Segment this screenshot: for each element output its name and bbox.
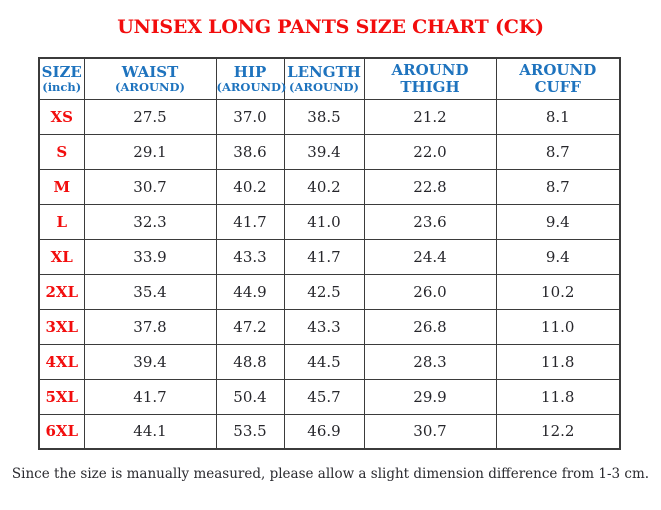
size-cell: 3XL (38, 308, 85, 345)
size-cell: S (38, 133, 85, 170)
thigh-cell: 24.4 (363, 238, 497, 275)
size-cell: 6XL (38, 413, 85, 450)
length-cell: 41.0 (283, 203, 365, 240)
table-row-5xl: 5XL 41.7 50.4 45.7 29.9 11.8 (38, 378, 621, 415)
size-cell: L (38, 203, 85, 240)
waist-cell: 27.5 (83, 98, 217, 135)
thigh-cell: 30.7 (363, 413, 497, 450)
cuff-cell: 12.2 (495, 413, 621, 450)
cuff-cell: 11.8 (495, 378, 621, 415)
size-cell: 2XL (38, 273, 85, 310)
column-header-label: LENGTH (287, 62, 361, 81)
waist-cell: 32.3 (83, 203, 217, 240)
hip-cell: 43.3 (215, 238, 285, 275)
length-cell: 43.3 (283, 308, 365, 345)
cuff-cell: 10.2 (495, 273, 621, 310)
thigh-cell: 26.8 (363, 308, 497, 345)
cuff-cell: 8.1 (495, 98, 621, 135)
table-row-3xl: 3XL 37.8 47.2 43.3 26.8 11.0 (38, 308, 621, 345)
thigh-cell: 29.9 (363, 378, 497, 415)
size-cell: 4XL (38, 343, 85, 380)
thigh-cell: 23.6 (363, 203, 497, 240)
length-cell: 40.2 (283, 168, 365, 205)
thigh-cell: 26.0 (363, 273, 497, 310)
thigh-cell: 28.3 (363, 343, 497, 380)
size-cell: XS (38, 98, 85, 135)
header-row: SIZE (inch) WAIST (AROUND) HIP (AROUND) … (38, 57, 621, 100)
hip-cell: 48.8 (215, 343, 285, 380)
page-title: UNISEX LONG PANTS SIZE CHART (CK) (117, 16, 544, 38)
waist-cell: 44.1 (83, 413, 217, 450)
thigh-cell: 22.0 (363, 133, 497, 170)
length-cell: 41.7 (283, 238, 365, 275)
cuff-cell: 9.4 (495, 238, 621, 275)
hip-cell: 41.7 (215, 203, 285, 240)
cuff-cell: 8.7 (495, 168, 621, 205)
column-header-label: THIGH (400, 77, 460, 96)
size-cell: XL (38, 238, 85, 275)
length-cell: 46.9 (283, 413, 365, 450)
cuff-cell: 11.8 (495, 343, 621, 380)
table-row-m: M 30.7 40.2 40.2 22.8 8.7 (38, 168, 621, 205)
column-header-sublabel: (AROUND) (115, 79, 185, 94)
length-cell: 44.5 (283, 343, 365, 380)
size-cell: M (38, 168, 85, 205)
column-header-label: SIZE (41, 62, 82, 81)
table-row-xl: XL 33.9 43.3 41.7 24.4 9.4 (38, 238, 621, 275)
measurement-note: Since the size is manually measured, ple… (11, 466, 650, 482)
size-chart-table: SIZE (inch) WAIST (AROUND) HIP (AROUND) … (38, 57, 621, 450)
thigh-cell: 22.8 (363, 168, 497, 205)
length-cell: 42.5 (283, 273, 365, 310)
column-header-label: CUFF (534, 77, 581, 96)
column-header-around-cuff: AROUND CUFF (495, 57, 621, 100)
table-row-s: S 29.1 38.6 39.4 22.0 8.7 (38, 133, 621, 170)
cuff-cell: 9.4 (495, 203, 621, 240)
hip-cell: 47.2 (215, 308, 285, 345)
hip-cell: 53.5 (215, 413, 285, 450)
thigh-cell: 21.2 (363, 98, 497, 135)
table-row-l: L 32.3 41.7 41.0 23.6 9.4 (38, 203, 621, 240)
column-header-around-thigh: AROUND THIGH (363, 57, 497, 100)
length-cell: 38.5 (283, 98, 365, 135)
column-header-waist: WAIST (AROUND) (83, 57, 217, 100)
waist-cell: 29.1 (83, 133, 217, 170)
column-header-size: SIZE (inch) (38, 57, 85, 100)
length-cell: 45.7 (283, 378, 365, 415)
hip-cell: 37.0 (215, 98, 285, 135)
column-header-sublabel: (inch) (42, 79, 82, 94)
table-row-4xl: 4XL 39.4 48.8 44.5 28.3 11.8 (38, 343, 621, 380)
table-row-6xl: 6XL 44.1 53.5 46.9 30.7 12.2 (38, 413, 621, 450)
length-cell: 39.4 (283, 133, 365, 170)
cuff-cell: 11.0 (495, 308, 621, 345)
hip-cell: 44.9 (215, 273, 285, 310)
waist-cell: 33.9 (83, 238, 217, 275)
waist-cell: 30.7 (83, 168, 217, 205)
waist-cell: 35.4 (83, 273, 217, 310)
table-row-xs: XS 27.5 37.0 38.5 21.2 8.1 (38, 98, 621, 135)
size-cell: 5XL (38, 378, 85, 415)
hip-cell: 50.4 (215, 378, 285, 415)
hip-cell: 38.6 (215, 133, 285, 170)
column-header-sublabel: (AROUND) (216, 79, 287, 94)
waist-cell: 37.8 (83, 308, 217, 345)
waist-cell: 39.4 (83, 343, 217, 380)
column-header-label: HIP (233, 62, 267, 81)
column-header-sublabel: (AROUND) (289, 79, 359, 94)
column-header-length: LENGTH (AROUND) (283, 57, 365, 100)
column-header-label: WAIST (121, 62, 179, 81)
hip-cell: 40.2 (215, 168, 285, 205)
table-row-2xl: 2XL 35.4 44.9 42.5 26.0 10.2 (38, 273, 621, 310)
column-header-hip: HIP (AROUND) (215, 57, 287, 100)
cuff-cell: 8.7 (495, 133, 621, 170)
waist-cell: 41.7 (83, 378, 217, 415)
column-header-label: AROUND (519, 60, 597, 79)
column-header-label: AROUND (391, 60, 469, 79)
